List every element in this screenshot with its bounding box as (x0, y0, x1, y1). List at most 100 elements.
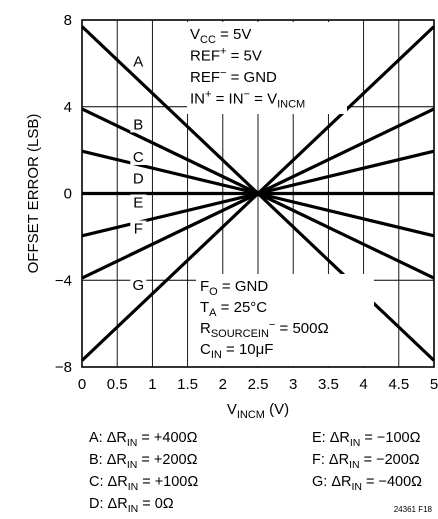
conditions-bottom-line-3-main: C (200, 341, 211, 358)
series-label-g: G (132, 277, 144, 294)
conditions-bottom-bg (196, 274, 374, 366)
conditions-top-line-3-rest-b: = V (250, 91, 277, 108)
legend-entry-5-key: F: ΔR (312, 452, 349, 468)
conditions-bottom-line-2-sup2: − (269, 319, 275, 331)
conditions-bottom-line-3-sub: IN (211, 349, 222, 361)
legend-entry-0: A: ΔRIN = +400Ω (89, 430, 198, 449)
conditions-top-line-3: IN+ = IN− = VINCM (190, 89, 305, 111)
legend-entry-1-val: = +200Ω (137, 452, 197, 468)
conditions-top-line-2: REF− = GND (190, 67, 277, 86)
legend-entry-2: C: ΔRIN = +100Ω (89, 474, 198, 493)
legend-entry-1-key: B: ΔR (89, 452, 127, 468)
x-tick-label-0: 0 (78, 376, 86, 393)
x-axis-label: VINCM (V) (227, 401, 289, 421)
conditions-top-line-3-rest: = IN (211, 91, 243, 108)
conditions-top-line-0-sub: CC (200, 34, 216, 46)
series-label-bg-d (130, 170, 147, 187)
legend-entry-3-sub: IN (128, 503, 139, 515)
series-label-d: D (133, 171, 144, 188)
legend-entry-5-val: = −200Ω (360, 452, 420, 468)
conditions-bottom-line-2-sub: SOURCEIN (211, 328, 269, 340)
legend-entry-0-key: A: ΔR (89, 430, 127, 446)
legend-entry-6-key: G: ΔR (312, 474, 352, 490)
x-tick-label-7: 3.5 (318, 376, 339, 393)
conditions-bottom-line-0-rest: = GND (218, 278, 269, 295)
series-label-bg-f (130, 220, 147, 237)
y-tick-label-3: 4 (64, 99, 72, 116)
x-tick-label-9: 4.5 (388, 376, 409, 393)
conditions-top-bg (187, 22, 347, 114)
series-label-bg-a (130, 53, 147, 70)
series-label-bg-g (130, 276, 147, 293)
conditions-bottom-line-3-rest: = 10μF (222, 341, 274, 358)
legend-entry-6: G: ΔRIN = −400Ω (312, 474, 422, 493)
plot-frame (81, 19, 435, 368)
conditions-top-line-0-rest: = 5V (216, 26, 251, 43)
y-axis-label: OFFSET ERROR (LSB) (25, 114, 42, 274)
legend-entry-4-sub: IN (350, 437, 361, 449)
legend-entry-1: B: ΔRIN = +200Ω (89, 452, 198, 471)
x-axis-label-unit: (V) (265, 401, 289, 418)
conditions-bottom-line-1-rest: = 25°C (217, 299, 268, 316)
legend-entry-3-key: D: ΔR (89, 496, 128, 512)
x-tick-label-4: 2 (219, 376, 227, 393)
conditions-top-line-2-main: REF (190, 69, 220, 86)
conditions-bottom-line-0: FO = GND (200, 278, 268, 298)
series-label-b: B (133, 116, 143, 133)
conditions-bottom-line-2-rest: = 500Ω (275, 320, 328, 337)
conditions-top-line-2-sup: − (220, 67, 226, 79)
x-tick-label-8: 4 (359, 376, 367, 393)
figure-id: 24361 F18 (394, 505, 433, 514)
x-tick-label-3: 1.5 (177, 376, 198, 393)
legend-entry-0-sub: IN (127, 437, 138, 449)
conditions-bottom-line-1-main: T (200, 299, 209, 316)
legend-entry-6-sub: IN (352, 481, 363, 493)
series-label-f: F (134, 221, 143, 238)
legend-entry-2-sub: IN (128, 481, 139, 493)
conditions-bottom-line-2-main: R (200, 320, 211, 337)
conditions-top-line-2-rest: = GND (226, 69, 277, 86)
legend-entry-2-key: C: ΔR (89, 474, 128, 490)
legend-entry-1-sub: IN (127, 459, 138, 471)
series-label-e: E (133, 195, 143, 212)
y-tick-labels: −8 −4 0 4 8 (55, 12, 72, 376)
conditions-bottom-line-2: RSOURCEIN− = 500Ω (200, 319, 329, 340)
y-tick-label-4: 8 (64, 12, 72, 29)
y-tick-label-2: 0 (64, 186, 72, 203)
x-tick-label-2: 1 (148, 376, 156, 393)
series-label-bg-b (130, 116, 147, 133)
x-tick-label-1: 0.5 (107, 376, 128, 393)
legend-entry-4-key: E: ΔR (312, 430, 350, 446)
conditions-top-line-3-main: IN (190, 91, 205, 108)
x-tick-label-6: 3 (289, 376, 297, 393)
conditions-top-line-1-rest: = 5V (226, 48, 261, 65)
series-label-c: C (133, 149, 144, 166)
series-label-bg-e (130, 194, 147, 211)
conditions-top-line-3-sup-b: − (244, 89, 250, 101)
y-tick-label-1: −4 (55, 272, 72, 289)
legend-entry-6-val: = −400Ω (362, 474, 422, 490)
x-tick-labels: 0 0.5 1 1.5 2 2.5 3 3.5 4 4.5 5 (78, 376, 438, 393)
x-tick-label-10: 5 (430, 376, 438, 393)
conditions-top-line-1-main: REF (190, 48, 220, 65)
conditions-top-line-3-sup: + (205, 89, 211, 101)
legend-entry-4-val: = −100Ω (360, 430, 420, 446)
legend-entry-3: D: ΔRIN = 0Ω (89, 496, 174, 515)
conditions-bottom-line-0-sub: O (209, 286, 218, 298)
conditions-bottom-line-0-main: F (200, 278, 209, 295)
series-label-bg-c (130, 148, 147, 165)
legend-entry-3-val: = 0Ω (138, 496, 174, 512)
conditions-bottom-line-1: TA = 25°C (200, 299, 267, 319)
legend-entry-2-val: = +100Ω (138, 474, 198, 490)
x-axis-label-sub: INCM (237, 409, 265, 421)
x-axis-label-main: V (227, 401, 237, 418)
legend-entry-0-val: = +400Ω (137, 430, 197, 446)
series-label-a: A (133, 54, 143, 71)
series-line-g (80, 25, 436, 362)
legend-entry-5: F: ΔRIN = −200Ω (312, 452, 420, 471)
